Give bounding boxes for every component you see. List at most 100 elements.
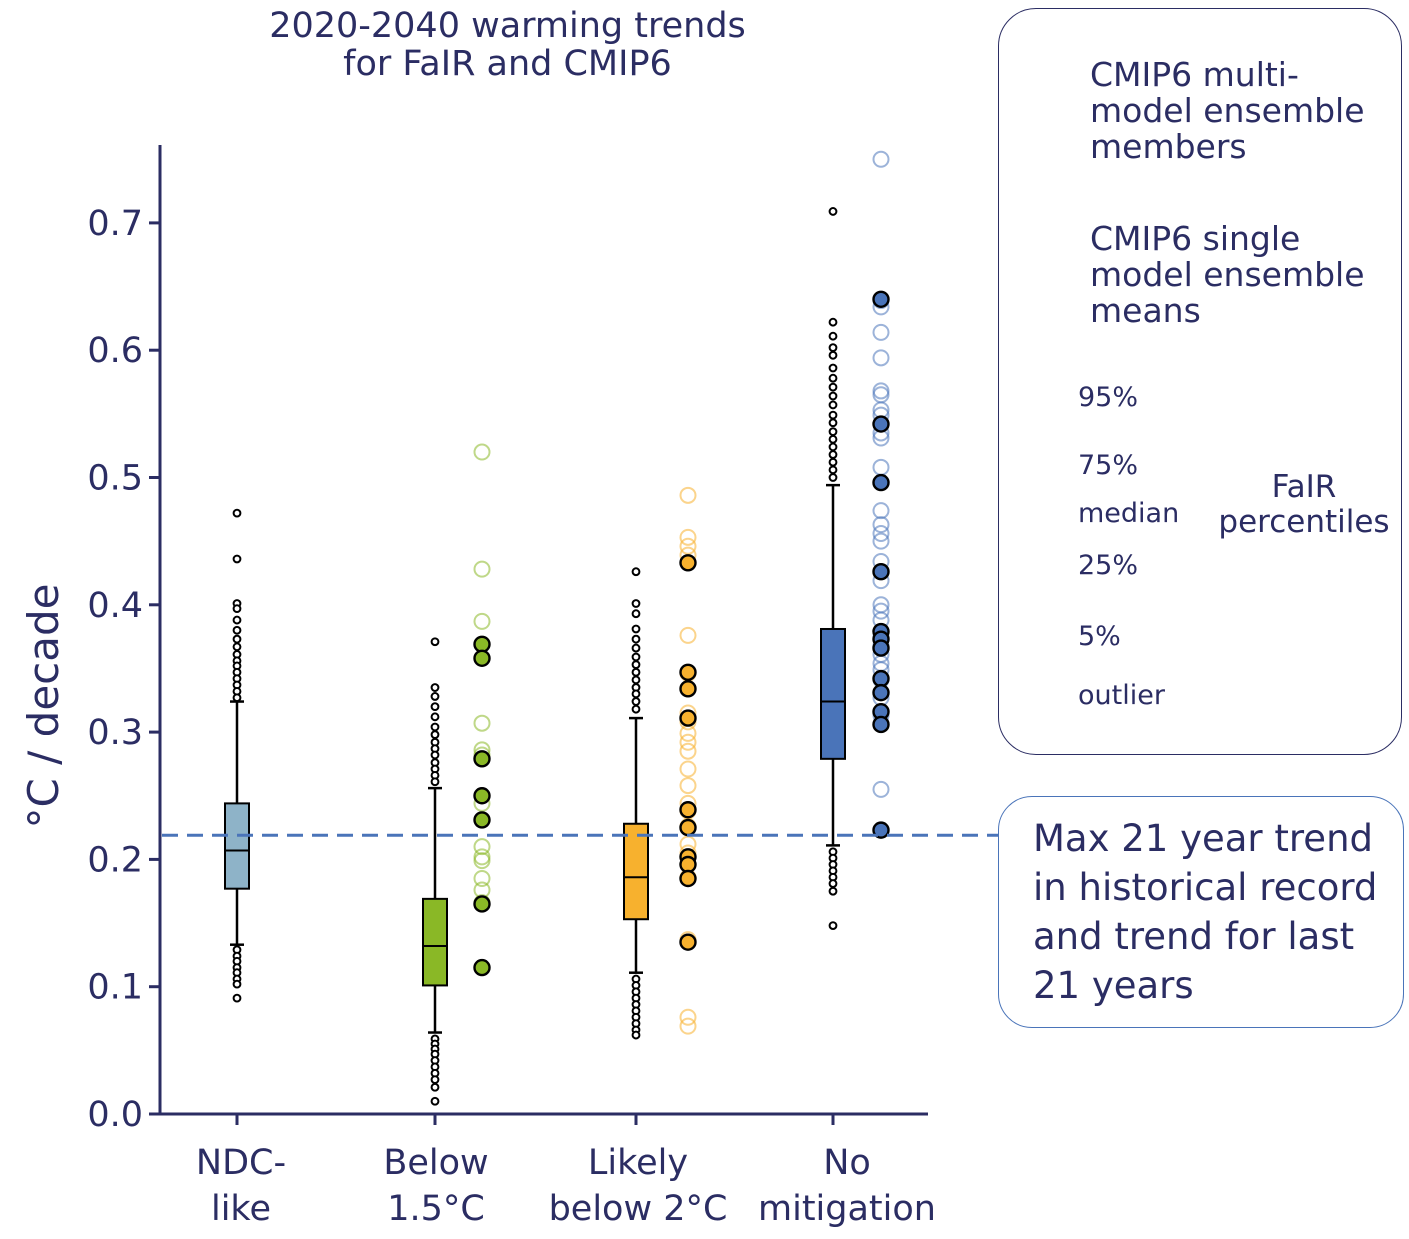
outlier-point xyxy=(430,777,440,787)
cmip6-mean-point xyxy=(473,649,491,667)
cmip6-mean-point xyxy=(872,290,890,308)
outlier-point xyxy=(232,979,242,989)
y-tick-label: 0.7 xyxy=(87,204,143,244)
cmip6-member-point xyxy=(872,502,890,520)
x-category-label-line: Below xyxy=(383,1143,489,1183)
outlier-point xyxy=(631,599,641,608)
outlier-point xyxy=(828,317,838,327)
legend-fair-percentiles: FaIR percentiles xyxy=(1214,470,1394,540)
y-tick-label: 0.5 xyxy=(87,459,143,499)
outlier-point xyxy=(828,363,838,373)
cmip6-mean-point xyxy=(679,869,697,888)
outlier-point xyxy=(828,207,838,216)
x-category-label-line: Likely xyxy=(587,1143,689,1183)
legend-filled-text-3: means xyxy=(1090,291,1201,330)
cmip6-member-point xyxy=(679,486,697,504)
cmip6-mean-point xyxy=(679,554,697,572)
chart-title-line-2: for FaIR and CMIP6 xyxy=(343,44,672,84)
cmip6-member-point xyxy=(872,386,890,404)
cmip6-mean-point xyxy=(679,663,697,681)
cmip6-mean-point xyxy=(473,895,491,913)
outlier-point xyxy=(430,730,440,740)
cmip6-member-point xyxy=(872,532,890,550)
outlier-point xyxy=(232,693,242,703)
cmip6-mean-point xyxy=(872,669,890,688)
outlier-point xyxy=(828,921,838,930)
outlier-point xyxy=(430,1082,440,1092)
iqr-box xyxy=(623,822,649,921)
x-category-label-line: 1.5°C xyxy=(387,1189,485,1229)
cmip6-member-point xyxy=(872,780,890,798)
outlier-point xyxy=(430,692,440,701)
cmip6-member-point xyxy=(872,602,890,620)
x-category-label-line: No xyxy=(823,1143,871,1183)
cmip6-member-point xyxy=(473,869,491,887)
box-plot-1 xyxy=(422,637,448,1106)
outlier-point xyxy=(430,1096,440,1106)
legend-box xyxy=(998,8,1402,755)
legend-pct-75: 75% xyxy=(1078,450,1139,481)
iqr-box xyxy=(422,897,448,987)
outlier-point xyxy=(430,750,440,760)
cmip6-member-point xyxy=(473,714,491,732)
outlier-point xyxy=(828,442,838,452)
outlier-point xyxy=(828,343,838,353)
cmip6-member-point xyxy=(679,626,697,644)
cmip6-member-point xyxy=(679,777,697,795)
outlier-point xyxy=(631,609,641,619)
cmip6-member-point xyxy=(679,537,697,555)
outlier-point xyxy=(828,400,838,410)
cmip6-member-point xyxy=(872,525,890,543)
cmip6-mean-point xyxy=(679,855,697,874)
cmip6-member-point xyxy=(473,560,491,578)
outlier-point xyxy=(631,675,641,685)
legend-outlier-text: outlier xyxy=(1078,680,1165,711)
outlier-point xyxy=(631,697,641,706)
annotation-box xyxy=(998,796,1404,1028)
cmip6-member-point xyxy=(473,852,491,870)
outlier-point xyxy=(631,667,641,677)
cmip6-member-point xyxy=(679,742,697,760)
cmip6-member-point xyxy=(872,458,890,476)
outlier-point xyxy=(232,634,242,644)
outlier-point xyxy=(828,391,838,401)
legend-fair-line-1: FaIR xyxy=(1271,469,1337,505)
outlier-point xyxy=(828,418,838,428)
outlier-point xyxy=(828,879,838,888)
axes: 0.0 0.1 0.2 0.3 0.4 0.5 0.6 0.7 xyxy=(87,145,928,1135)
outlier-point xyxy=(828,373,838,383)
y-tick-label: 0.6 xyxy=(87,331,143,371)
outlier-point xyxy=(828,457,838,467)
cmip6-mean-point xyxy=(872,683,890,702)
outlier-point xyxy=(430,637,440,647)
cmip6-mean-point xyxy=(679,709,697,727)
x-category-label-line: like xyxy=(210,1189,271,1229)
y-axis-label: °C / decade xyxy=(19,583,68,829)
chart-title-line-1: 2020-2040 warming trends xyxy=(269,6,746,46)
y-tick-label: 0.4 xyxy=(87,586,143,626)
outlier-point xyxy=(828,427,838,437)
outlier-point xyxy=(631,689,641,699)
outlier-point xyxy=(828,450,838,459)
cmip6-mean-point xyxy=(473,958,491,977)
cmip6-mean-point xyxy=(872,639,890,657)
outlier-point xyxy=(631,643,641,653)
cmip6-member-point xyxy=(872,516,890,534)
cmip6-member-point xyxy=(679,733,697,751)
outlier-point xyxy=(430,1075,440,1085)
cmip6-mean-point xyxy=(473,750,491,768)
cmip6-mean-point xyxy=(473,811,491,829)
outlier-point xyxy=(430,712,440,722)
outlier-point xyxy=(828,473,838,482)
cmip6-member-point xyxy=(872,150,890,168)
y-tick-label: 0.0 xyxy=(87,1095,143,1135)
legend-pct-median: median xyxy=(1078,498,1180,529)
outlier-point xyxy=(232,554,242,564)
outlier-point xyxy=(232,642,242,652)
legend-open-text-2: model ensemble xyxy=(1090,91,1365,130)
annotation-line-4: 21 years xyxy=(1033,964,1194,1007)
outlier-point xyxy=(828,331,838,341)
legend-filled-text-1: CMIP6 single xyxy=(1090,219,1301,258)
x-category-label-line: below 2°C xyxy=(548,1189,728,1229)
